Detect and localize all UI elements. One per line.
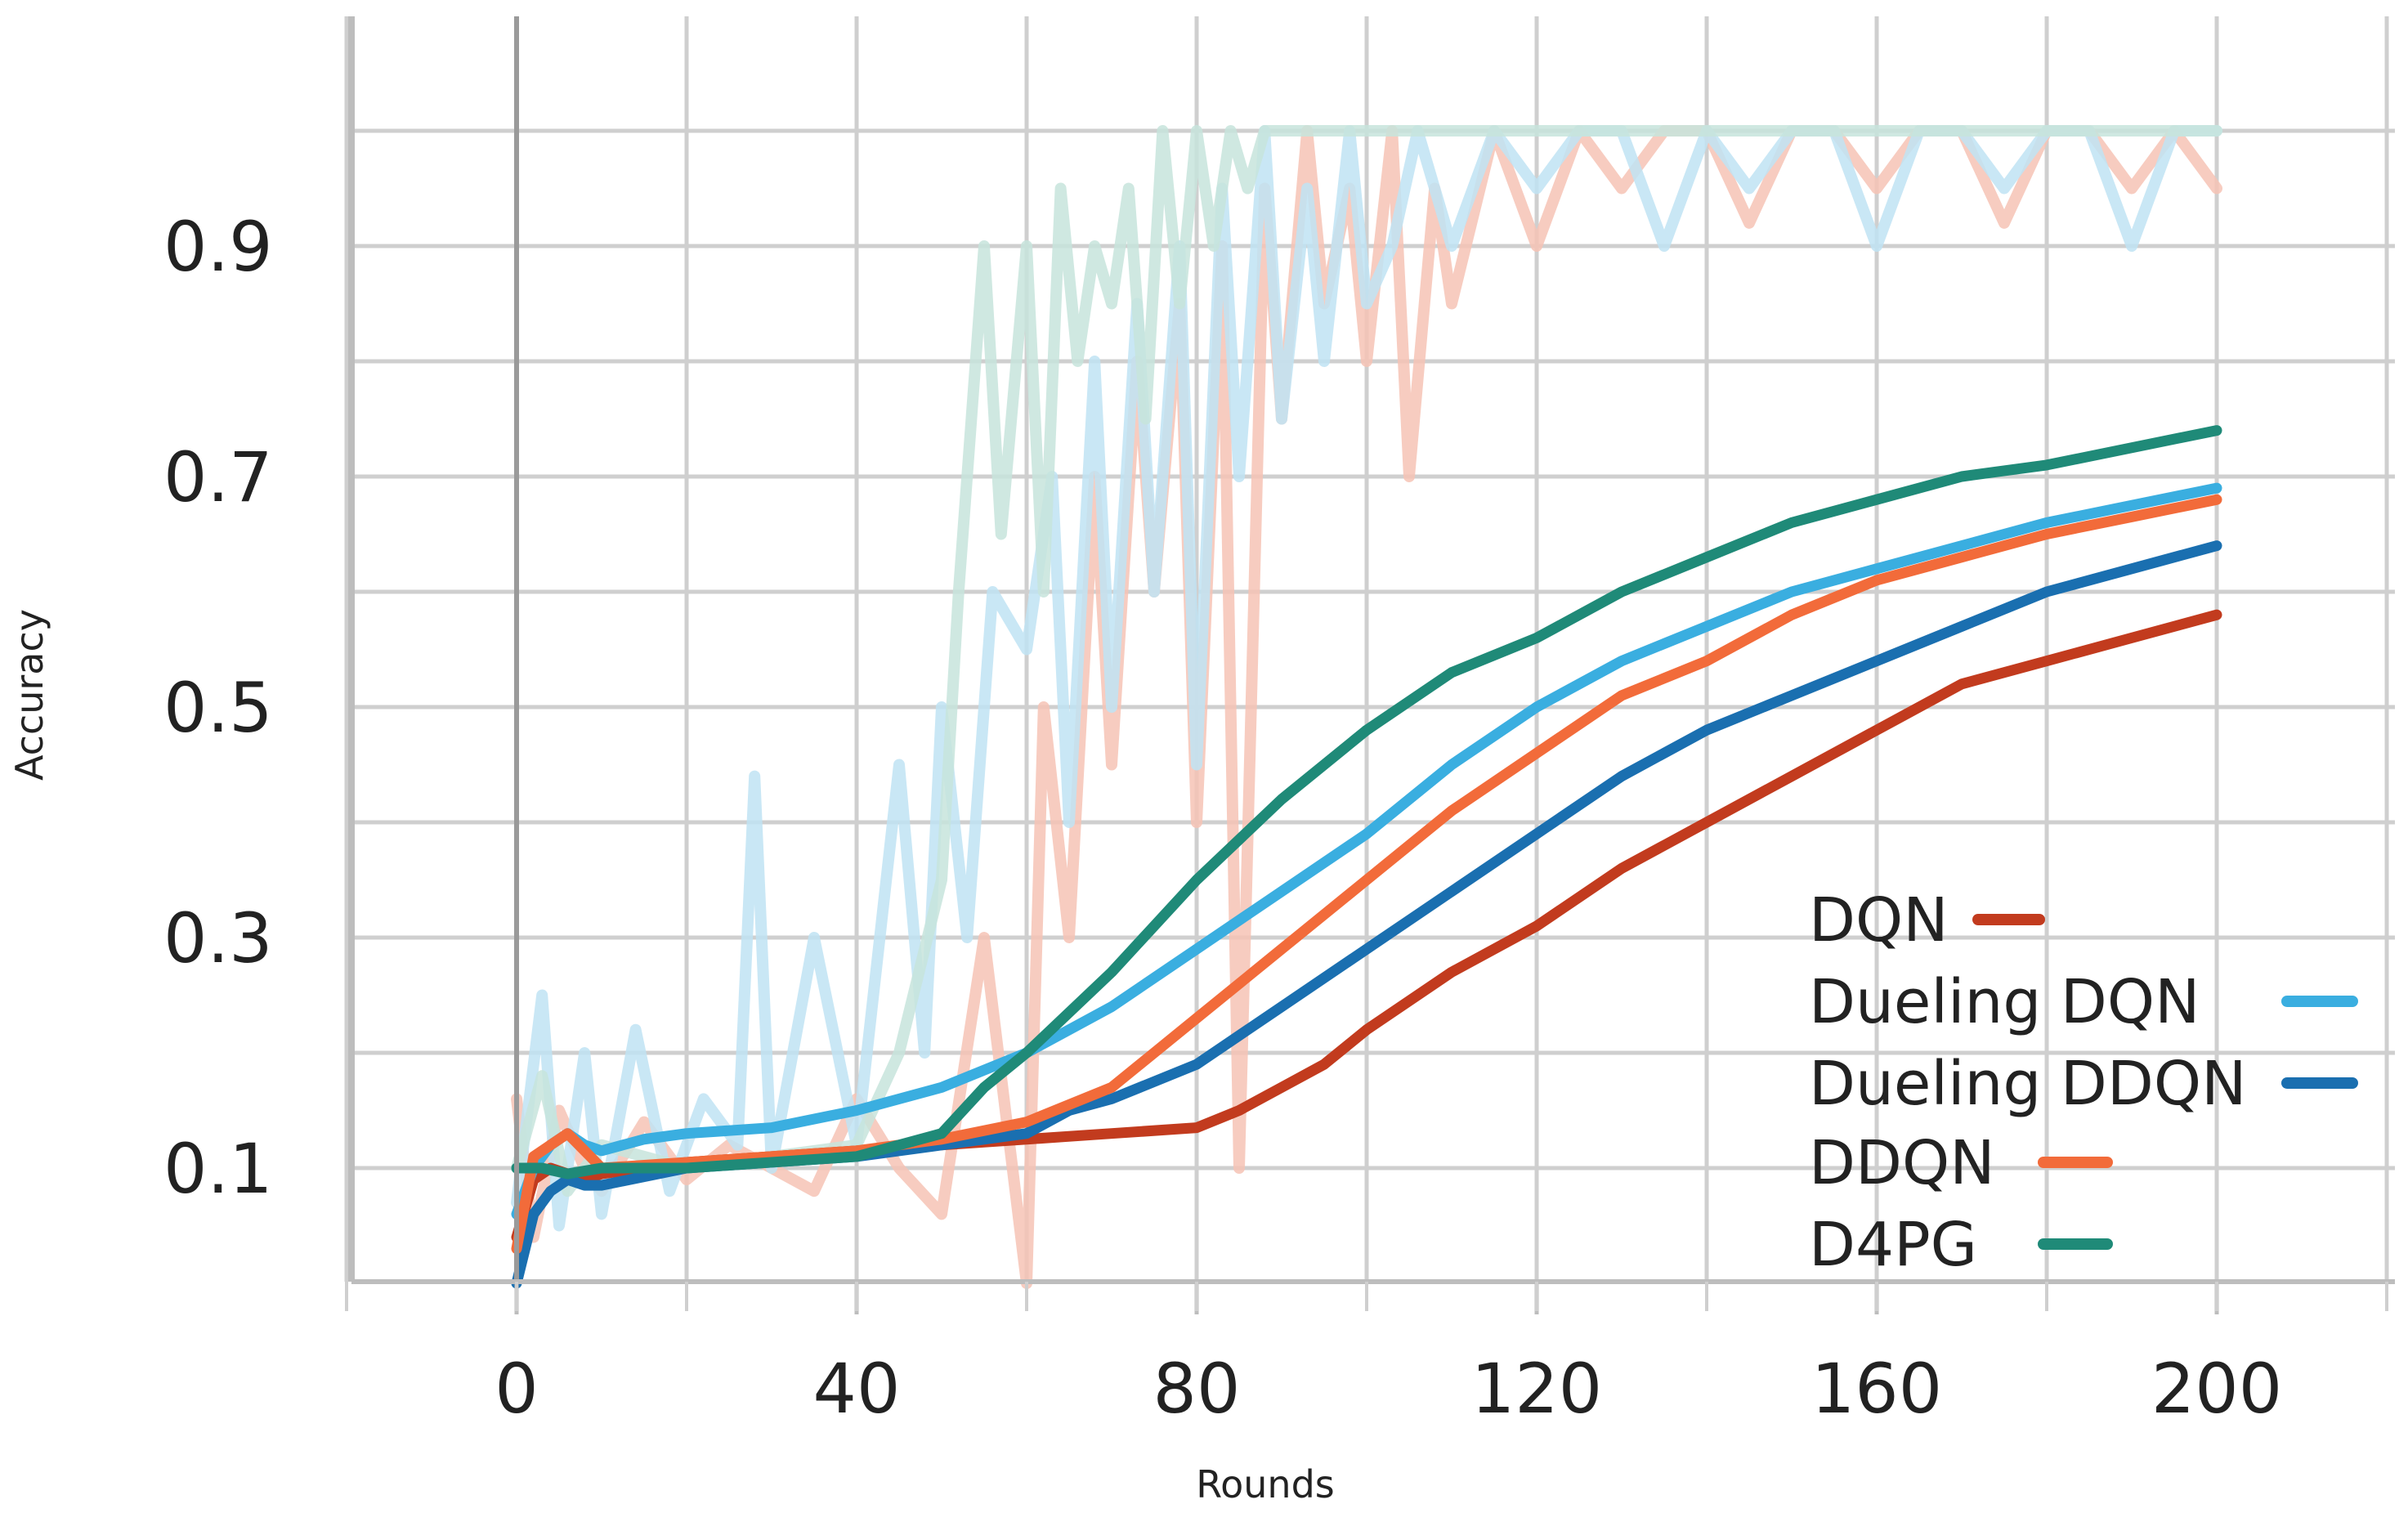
legend-label: DDQN <box>1809 1128 1995 1198</box>
x-tick-label: 40 <box>813 1349 901 1429</box>
y-tick-label: 0.5 <box>163 668 273 748</box>
y-tick-labels: 0.1 0.3 0.5 0.7 0.9 <box>163 207 273 1209</box>
y-axis-label: Accuracy <box>7 609 51 781</box>
y-tick-label: 0.7 <box>163 437 273 517</box>
raw-series-group <box>511 125 2222 1289</box>
legend-label: Dueling DQN <box>1809 967 2200 1037</box>
axes <box>345 16 2395 1314</box>
x-tick-labels: 0 40 80 120 160 200 <box>495 1349 2282 1429</box>
series-line-dueling-ddqn <box>511 540 2222 1289</box>
series-line-dqn <box>511 609 2222 1243</box>
series-line-d4pg <box>511 425 2222 1180</box>
x-tick-label: 120 <box>1471 1349 1602 1429</box>
x-tick-label: 80 <box>1153 1349 1241 1429</box>
x-axis-label: Rounds <box>1196 1462 1335 1506</box>
x-tick-label: 0 <box>495 1349 538 1429</box>
legend-label: Dueling DDQN <box>1809 1049 2247 1119</box>
smoothed-series-group <box>511 425 2222 1289</box>
y-tick-label: 0.1 <box>163 1129 273 1209</box>
x-tick-label: 200 <box>2151 1349 2282 1429</box>
legend: DQN Dueling DQN Dueling DDQN DDQN D4PG <box>1809 885 2358 1280</box>
series-line-dueling-dqn <box>511 482 2222 1220</box>
raw-series-line <box>511 125 2222 1197</box>
series-line-ddqn <box>511 494 2222 1255</box>
x-tick-label: 160 <box>1811 1349 1942 1429</box>
legend-label: D4PG <box>1809 1210 1977 1280</box>
legend-label: DQN <box>1809 885 1949 956</box>
y-tick-label: 0.3 <box>163 898 273 978</box>
y-tick-label: 0.9 <box>163 207 273 287</box>
